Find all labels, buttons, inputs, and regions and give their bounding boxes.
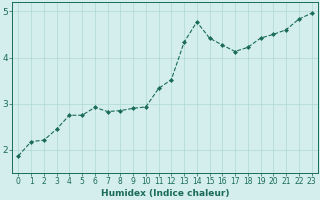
X-axis label: Humidex (Indice chaleur): Humidex (Indice chaleur) (101, 189, 229, 198)
